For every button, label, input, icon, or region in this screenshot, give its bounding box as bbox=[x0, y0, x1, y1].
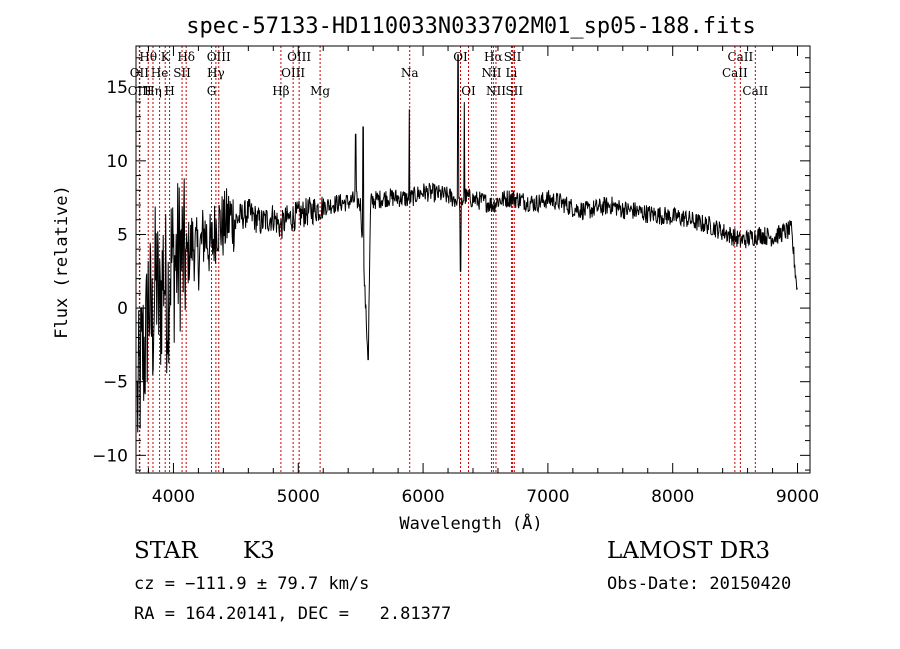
y-tick-label-2: 0 bbox=[117, 299, 128, 319]
line-label-12: Hβ bbox=[272, 84, 289, 98]
y-tick-label-3: 5 bbox=[117, 225, 128, 245]
y-axis: −10 −5 0 5 10 15 bbox=[92, 57, 810, 471]
line-label-16: Na bbox=[401, 66, 419, 80]
line-label-26: CaII bbox=[722, 66, 748, 80]
line-markers: HθOIIOIIIHeHηKHSIIHδOIIIHγGHβOIIIOIIIMgN… bbox=[128, 46, 768, 473]
plot-frame bbox=[135, 45, 811, 474]
x-tick-label-5: 9000 bbox=[776, 487, 819, 507]
x-axis-label: Wavelength (Å) bbox=[399, 512, 542, 534]
obs-date: Obs-Date: 20150420 bbox=[607, 574, 792, 594]
line-label-11: G bbox=[207, 84, 217, 98]
y-tick-label-0: −10 bbox=[92, 446, 128, 466]
x-tick-label-4: 8000 bbox=[651, 487, 694, 507]
line-label-20: NII bbox=[481, 66, 501, 80]
line-label-6: H bbox=[164, 84, 174, 98]
x-tick-label-2: 6000 bbox=[401, 487, 444, 507]
y-axis-label: Flux (relative) bbox=[52, 185, 72, 339]
velocity: cz = −111.9 ± 79.7 km/s bbox=[134, 574, 370, 594]
line-label-21: NII bbox=[486, 84, 506, 98]
line-label-23: Li bbox=[506, 66, 518, 80]
line-label-0: Hθ bbox=[139, 50, 157, 64]
line-label-22: SII bbox=[504, 50, 522, 64]
survey-name: LAMOST DR3 bbox=[607, 538, 771, 564]
y-tick-label-1: −5 bbox=[103, 373, 128, 393]
line-label-5: K bbox=[161, 50, 171, 64]
object-class: STAR bbox=[134, 538, 198, 564]
chart-title: spec-57133-HD110033N033702M01_sp05-188.f… bbox=[186, 14, 756, 39]
line-label-25: CaII bbox=[727, 50, 753, 64]
subclass: K3 bbox=[243, 538, 275, 564]
spectrum-line bbox=[136, 54, 798, 433]
line-label-14: OIII bbox=[287, 50, 311, 64]
x-tick-label-1: 5000 bbox=[277, 487, 320, 507]
x-tick-label-3: 7000 bbox=[526, 487, 569, 507]
x-axis: 4000 5000 6000 7000 8000 9000 bbox=[147, 46, 819, 507]
line-label-4: Hη bbox=[144, 84, 162, 98]
line-label-13: OIII bbox=[281, 66, 305, 80]
line-label-3: He bbox=[151, 66, 169, 80]
line-label-17: OI bbox=[453, 50, 468, 64]
line-label-15: Mg bbox=[310, 84, 330, 98]
y-tick-label-5: 15 bbox=[106, 78, 128, 98]
line-label-9: OIII bbox=[207, 50, 231, 64]
line-label-27: CaII bbox=[742, 84, 768, 98]
line-label-8: Hδ bbox=[177, 50, 195, 64]
y-tick-label-4: 10 bbox=[106, 152, 128, 172]
line-label-7: SII bbox=[173, 66, 191, 80]
coordinates: RA = 164.20141, DEC = 2.81377 bbox=[134, 604, 452, 624]
line-label-10: Hγ bbox=[207, 66, 225, 80]
line-label-18: OI bbox=[461, 84, 476, 98]
x-tick-label-0: 4000 bbox=[152, 487, 195, 507]
line-label-19: Hα bbox=[484, 50, 503, 64]
line-label-24: SII bbox=[505, 84, 523, 98]
